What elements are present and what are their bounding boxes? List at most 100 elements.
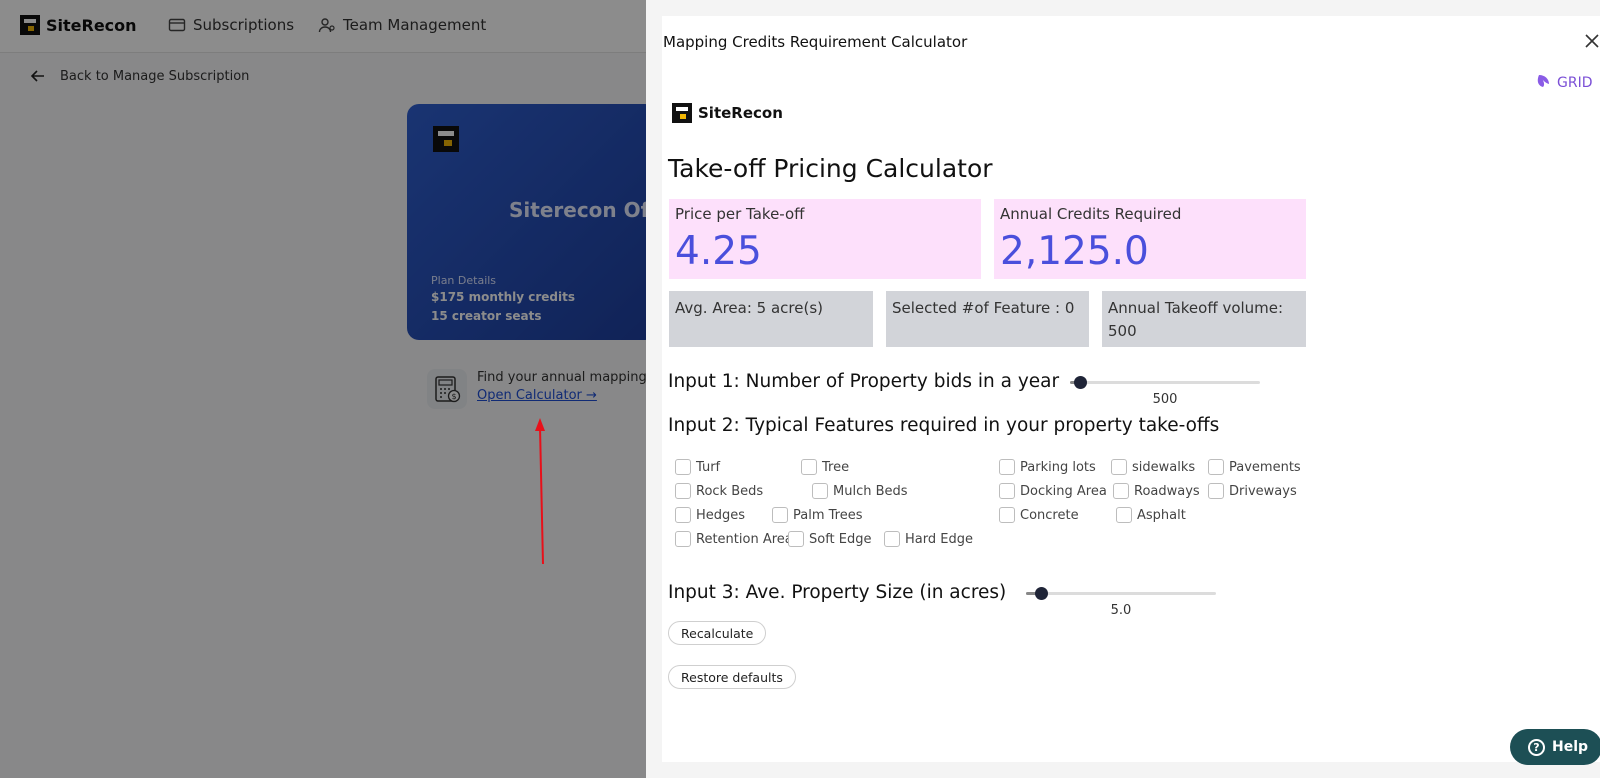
annual-credits-card: Annual Credits Required 2,125.0 [994,199,1306,279]
feature-label: Pavements [1229,459,1301,475]
feature-label: Asphalt [1137,507,1186,523]
feature-pavements[interactable]: Pavements [1208,459,1301,475]
slider-thumb[interactable] [1074,376,1087,389]
feature-driveways[interactable]: Driveways [1208,483,1297,499]
nav-team-management-label: Team Management [343,16,487,34]
slider-thumb[interactable] [1035,587,1048,600]
feature-docking-area[interactable]: Docking Area [999,483,1107,499]
feature-label: Soft Edge [809,531,872,547]
team-icon [318,18,335,33]
drawer-title: Mapping Credits Requirement Calculator [663,33,968,51]
feature-label: sidewalks [1132,459,1196,475]
checkbox[interactable] [675,507,691,523]
siterecon-brand: SiteRecon [672,103,783,123]
feature-sidewalks[interactable]: sidewalks [1111,459,1195,475]
checkbox[interactable] [812,483,828,499]
checkbox[interactable] [1113,483,1129,499]
slider-track [1070,381,1260,384]
page-title: Take-off Pricing Calculator [668,154,993,183]
feature-asphalt[interactable]: Asphalt [1116,507,1186,523]
grid-logo-text: GRID [1557,75,1593,91]
property-size-slider[interactable]: 5.0 [1026,587,1216,618]
svg-text:$: $ [451,392,456,401]
siterecon-brand-text: SiteRecon [698,104,783,122]
app-logo[interactable]: SiteRecon [20,15,137,35]
nav-team-management[interactable]: Team Management [318,16,486,34]
takeoff-volume-card: Annual Takeoff volume: 500 [1102,291,1306,347]
open-calculator-link[interactable]: Open Calculator → [477,388,597,403]
checkbox[interactable] [884,531,900,547]
calculator-icon: $ [427,369,467,409]
calculator-panel [662,16,1600,762]
calculator-drawer: Mapping Credits Requirement Calculator G… [646,0,1600,778]
checkbox[interactable] [999,459,1015,475]
property-size-value: 5.0 [1110,603,1132,618]
checkbox[interactable] [788,531,804,547]
property-bids-value: 500 [1152,392,1178,407]
restore-defaults-button[interactable]: Restore defaults [668,665,796,689]
siterecon-logo-icon [672,103,692,123]
feature-roadways[interactable]: Roadways [1113,483,1200,499]
checkbox[interactable] [675,459,691,475]
feature-rock-beds[interactable]: Rock Beds [675,483,763,499]
slider-track [1026,592,1216,595]
price-value: 4.25 [675,229,762,274]
help-button[interactable]: ? Help [1510,729,1600,765]
feature-retention-area[interactable]: Retention Area [675,531,793,547]
feature-label: Parking lots [1020,459,1096,475]
feature-mulch-beds[interactable]: Mulch Beds [812,483,908,499]
close-icon[interactable] [1581,30,1600,52]
checkbox[interactable] [801,459,817,475]
calculator-prompt: $ Find your annual mapping c Open Calcul… [427,369,658,409]
feature-hard-edge[interactable]: Hard Edge [884,531,973,547]
feature-label: Hedges [696,507,746,523]
nav-subscriptions-label: Subscriptions [193,16,295,34]
plan-seats: 15 creator seats [431,309,542,323]
price-label: Price per Take-off [675,205,805,223]
checkbox[interactable] [1116,507,1132,523]
siterecon-logo-icon [20,15,40,35]
feature-label: Palm Trees [793,507,863,523]
back-link-label: Back to Manage Subscription [60,68,250,84]
feature-soft-edge[interactable]: Soft Edge [788,531,872,547]
plan-card-title: Siterecon Offi [509,198,657,222]
feature-label: Turf [696,459,721,475]
feature-label: Docking Area [1020,483,1107,499]
input3-label: Input 3: Ave. Property Size (in acres) [668,582,1007,603]
credits-value: 2,125.0 [1000,229,1149,274]
selected-features-card: Selected #of Feature : 0 [886,291,1089,347]
grid-brand-icon [1537,75,1549,87]
checkbox[interactable] [999,483,1015,499]
feature-label: Tree [822,459,850,475]
checkbox[interactable] [772,507,788,523]
plan-card-logo-icon [433,126,459,152]
back-link[interactable]: Back to Manage Subscription [30,68,249,84]
checkbox[interactable] [1208,459,1224,475]
price-per-takeoff-card: Price per Take-off 4.25 [669,199,981,279]
feature-parking-lots[interactable]: Parking lots [999,459,1096,475]
property-bids-slider[interactable]: 500 [1070,376,1260,407]
feature-tree[interactable]: Tree [801,459,849,475]
feature-palm-trees[interactable]: Palm Trees [772,507,863,523]
slider-fill [1026,592,1041,595]
checkbox[interactable] [1111,459,1127,475]
app-logo-text: SiteRecon [46,15,137,35]
feature-label: Concrete [1020,507,1079,523]
checkbox[interactable] [675,531,691,547]
credits-label: Annual Credits Required [1000,205,1182,223]
checkbox[interactable] [675,483,691,499]
checkbox[interactable] [999,507,1015,523]
checkbox[interactable] [1208,483,1224,499]
recalculate-button[interactable]: Recalculate [668,621,767,645]
input1-label: Input 1: Number of Property bids in a ye… [668,371,1060,392]
plan-card: Siterecon Offi Plan Details $175 monthly… [407,104,657,340]
feature-hedges[interactable]: Hedges [675,507,745,523]
nav-subscriptions[interactable]: Subscriptions [168,16,294,34]
plan-credits: $175 monthly credits [431,290,576,304]
feature-label: Rock Beds [696,483,764,499]
feature-concrete[interactable]: Concrete [999,507,1079,523]
feature-label: Retention Area [696,531,793,547]
plan-details-label: Plan Details [431,274,497,287]
feature-turf[interactable]: Turf [675,459,720,475]
